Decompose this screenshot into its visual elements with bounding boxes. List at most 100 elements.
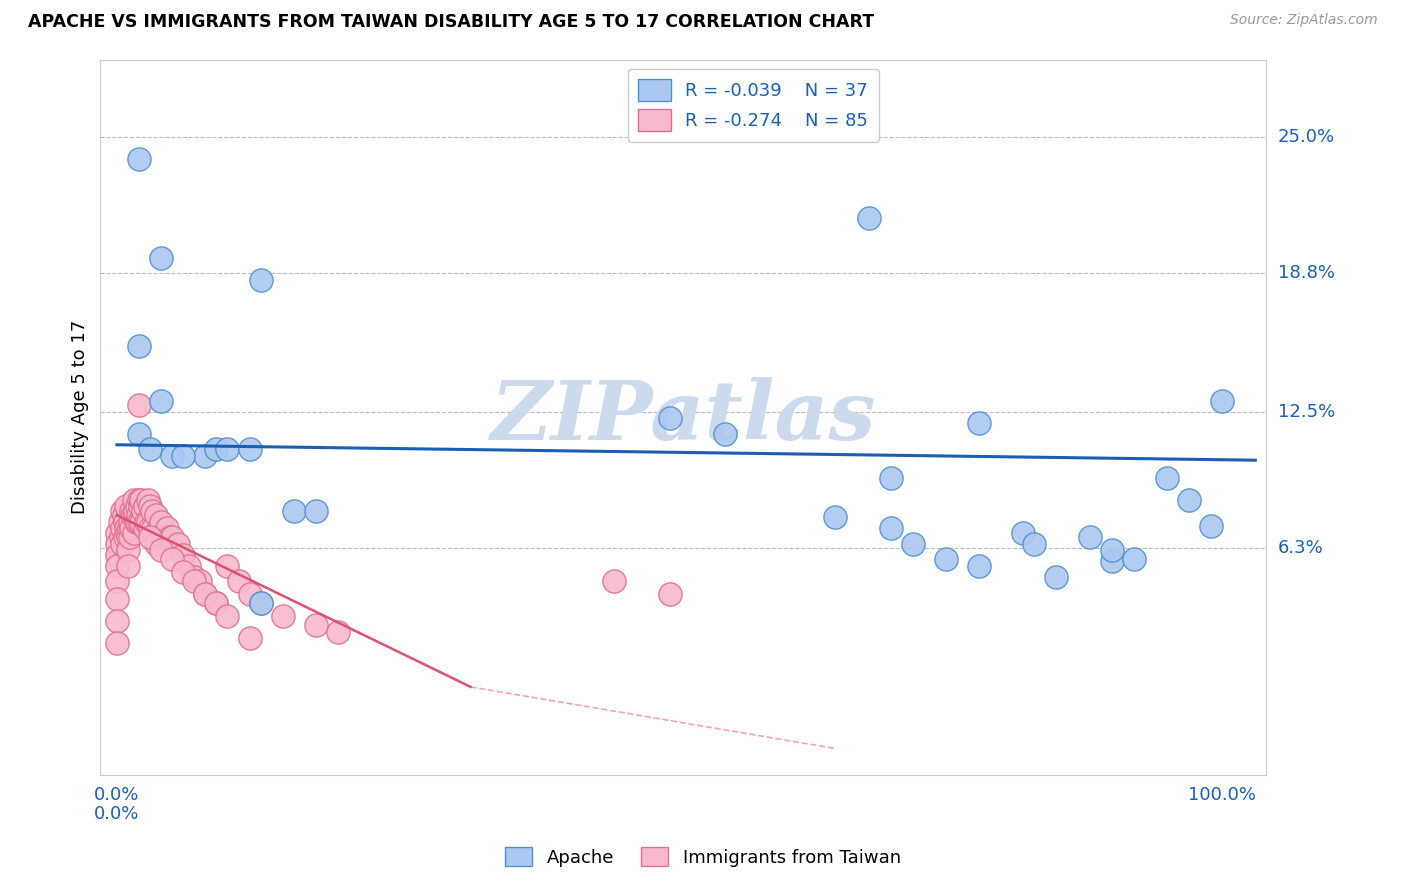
Point bbox=[105, 558, 128, 573]
Point bbox=[120, 530, 142, 544]
Point bbox=[112, 508, 135, 523]
Point bbox=[117, 543, 139, 558]
Point bbox=[1199, 519, 1222, 533]
Text: 6.3%: 6.3% bbox=[1278, 540, 1323, 558]
Point bbox=[249, 596, 271, 610]
Point bbox=[128, 152, 150, 166]
Point bbox=[326, 624, 349, 639]
Text: ZIPatlas: ZIPatlas bbox=[491, 377, 876, 458]
Point bbox=[129, 515, 152, 529]
Point bbox=[935, 552, 957, 566]
Point bbox=[1024, 537, 1046, 551]
Point bbox=[271, 609, 294, 624]
Point bbox=[658, 411, 681, 425]
Point bbox=[105, 636, 128, 650]
Text: 0.0%: 0.0% bbox=[94, 786, 139, 804]
Point bbox=[139, 530, 162, 544]
Point bbox=[1045, 570, 1067, 584]
Point bbox=[150, 515, 173, 529]
Point bbox=[283, 504, 305, 518]
Point bbox=[172, 449, 194, 463]
Point bbox=[110, 530, 132, 544]
Point bbox=[121, 508, 143, 523]
Y-axis label: Disability Age 5 to 17: Disability Age 5 to 17 bbox=[72, 320, 89, 515]
Point bbox=[122, 525, 145, 540]
Point bbox=[142, 521, 165, 535]
Point bbox=[1156, 471, 1178, 485]
Point bbox=[141, 504, 163, 518]
Point bbox=[136, 515, 159, 529]
Text: APACHE VS IMMIGRANTS FROM TAIWAN DISABILITY AGE 5 TO 17 CORRELATION CHART: APACHE VS IMMIGRANTS FROM TAIWAN DISABIL… bbox=[28, 13, 875, 31]
Point bbox=[134, 521, 156, 535]
Point bbox=[118, 521, 141, 535]
Point bbox=[139, 442, 162, 457]
Point bbox=[217, 558, 239, 573]
Point bbox=[135, 515, 157, 529]
Point bbox=[183, 570, 205, 584]
Point bbox=[1078, 530, 1101, 544]
Point bbox=[128, 398, 150, 412]
Text: 18.8%: 18.8% bbox=[1278, 264, 1334, 282]
Point bbox=[124, 504, 146, 518]
Point bbox=[139, 500, 162, 514]
Point bbox=[305, 618, 328, 632]
Point bbox=[152, 530, 174, 544]
Point bbox=[122, 508, 145, 523]
Point bbox=[603, 574, 626, 589]
Point bbox=[901, 537, 924, 551]
Point bbox=[105, 574, 128, 589]
Point bbox=[125, 515, 148, 529]
Point bbox=[217, 442, 239, 457]
Point bbox=[160, 530, 183, 544]
Point bbox=[183, 574, 205, 589]
Point bbox=[205, 596, 228, 610]
Point bbox=[111, 504, 134, 518]
Point bbox=[145, 508, 167, 523]
Point bbox=[188, 574, 211, 589]
Point bbox=[194, 449, 217, 463]
Point bbox=[228, 574, 250, 589]
Point bbox=[128, 515, 150, 529]
Point bbox=[160, 449, 183, 463]
Point bbox=[150, 543, 173, 558]
Point bbox=[127, 508, 149, 523]
Text: 25.0%: 25.0% bbox=[1278, 128, 1334, 145]
Point bbox=[134, 500, 156, 514]
Point bbox=[967, 558, 990, 573]
Point bbox=[1012, 525, 1035, 540]
Point bbox=[105, 614, 128, 628]
Point bbox=[105, 525, 128, 540]
Point bbox=[1211, 393, 1233, 408]
Point bbox=[879, 521, 901, 535]
Point bbox=[129, 492, 152, 507]
Point bbox=[238, 587, 260, 601]
Point bbox=[105, 548, 128, 562]
Point bbox=[1101, 543, 1123, 558]
Point bbox=[967, 416, 990, 430]
Point bbox=[114, 500, 136, 514]
Point bbox=[194, 587, 217, 601]
Point bbox=[115, 525, 138, 540]
Point bbox=[160, 552, 183, 566]
Point bbox=[217, 609, 239, 624]
Point bbox=[1101, 554, 1123, 568]
Text: 12.5%: 12.5% bbox=[1278, 403, 1334, 421]
Point bbox=[658, 587, 681, 601]
Point bbox=[166, 537, 188, 551]
Point bbox=[714, 426, 737, 441]
Point bbox=[150, 393, 173, 408]
Point bbox=[205, 442, 228, 457]
Point bbox=[305, 504, 328, 518]
Point bbox=[114, 515, 136, 529]
Point bbox=[114, 530, 136, 544]
Point bbox=[105, 591, 128, 606]
Point bbox=[139, 521, 162, 535]
Point bbox=[128, 426, 150, 441]
Point bbox=[824, 510, 846, 524]
Point bbox=[194, 587, 217, 601]
Point bbox=[120, 521, 142, 535]
Point bbox=[125, 515, 148, 529]
Point bbox=[238, 442, 260, 457]
Point bbox=[125, 500, 148, 514]
Point bbox=[105, 537, 128, 551]
